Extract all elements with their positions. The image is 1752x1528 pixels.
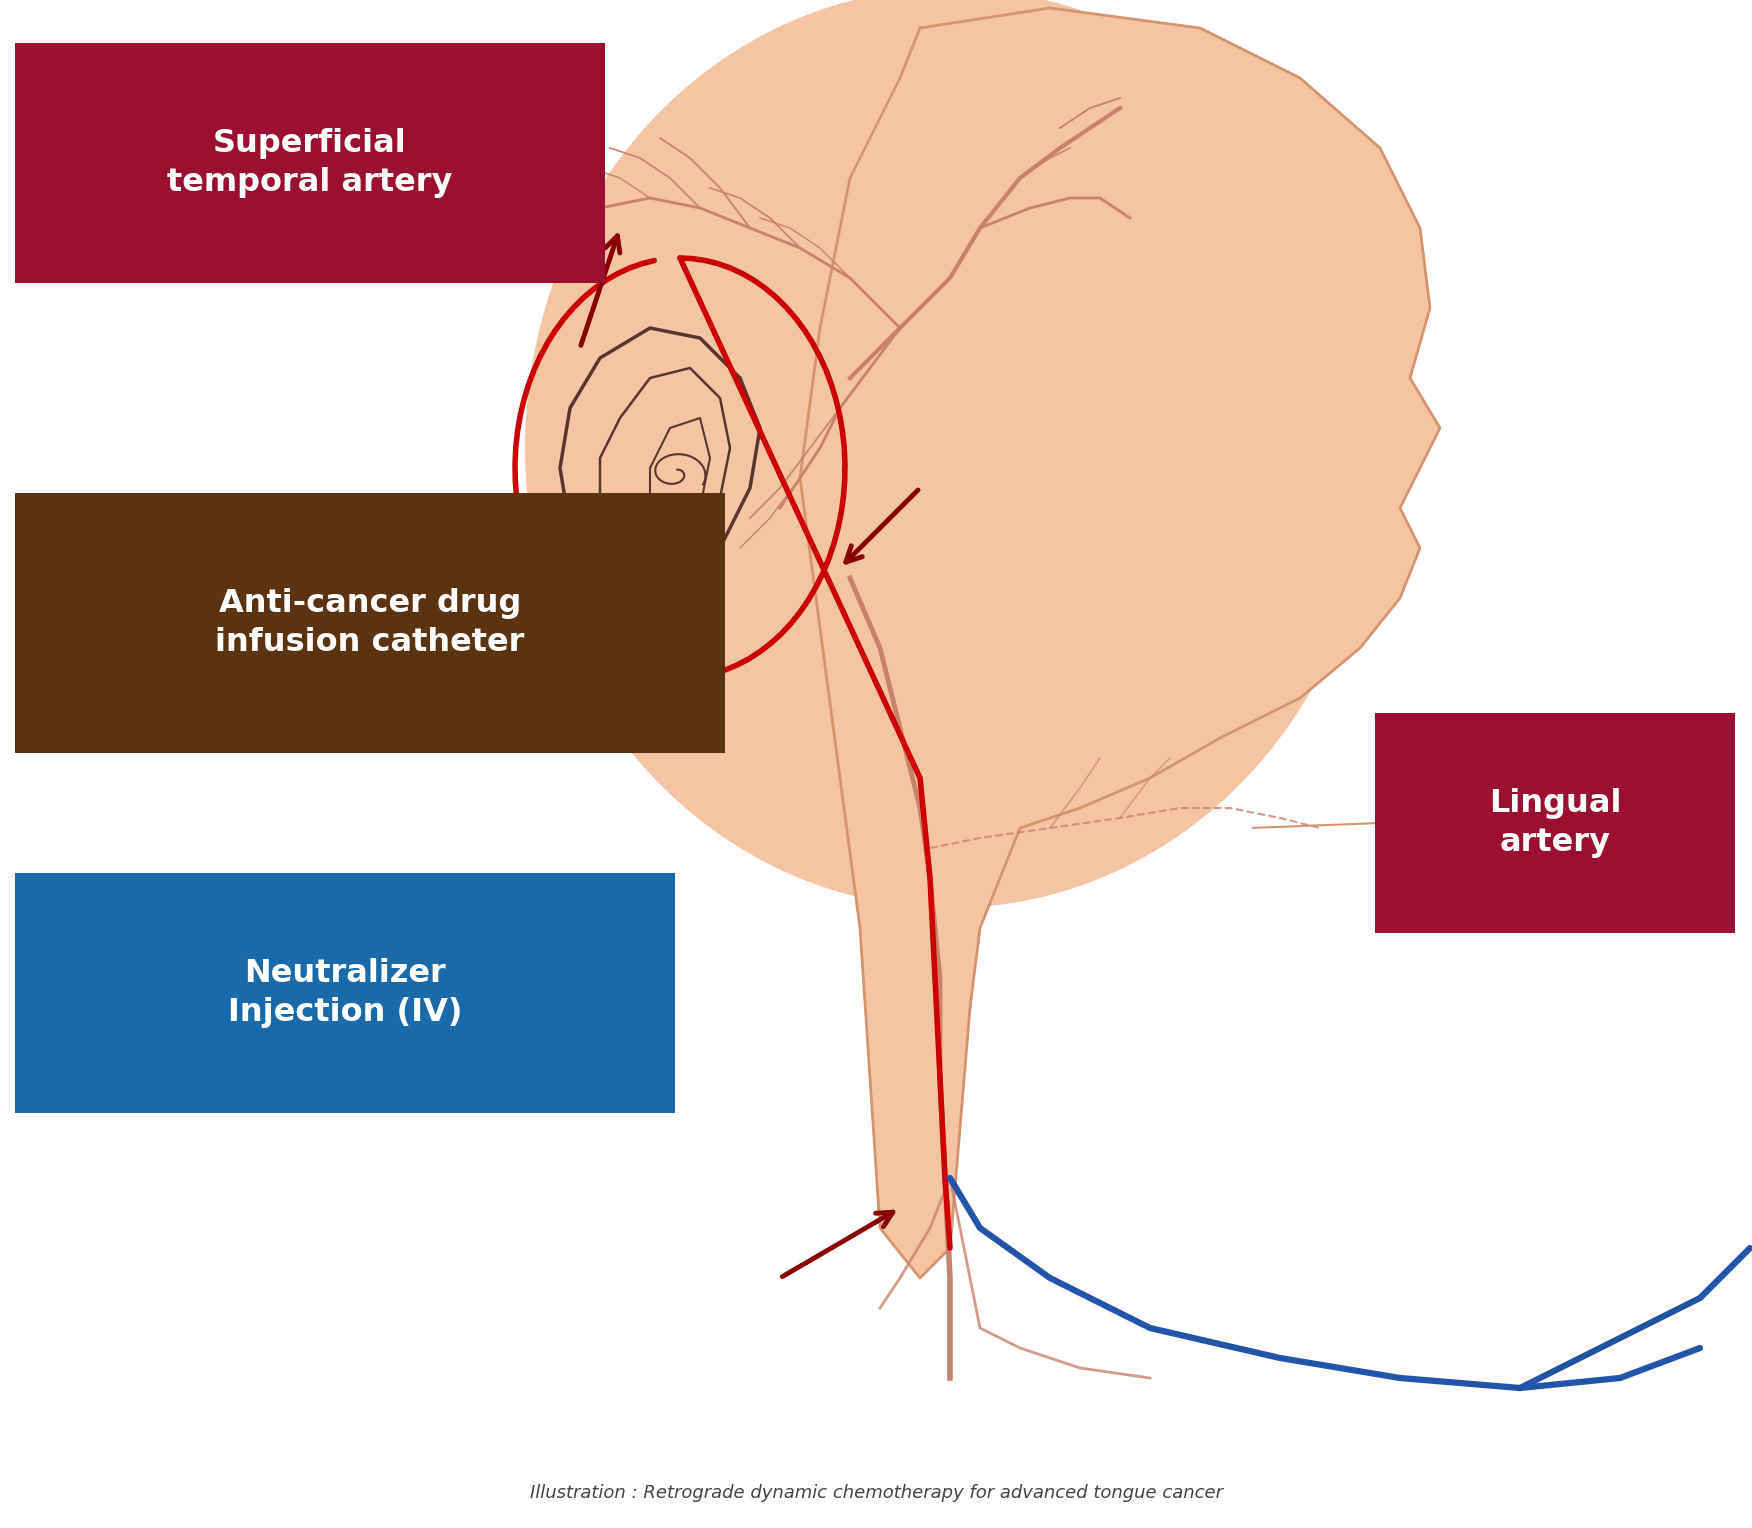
Text: Anti-cancer drug
infusion catheter: Anti-cancer drug infusion catheter	[215, 588, 524, 659]
Text: Lingual
artery: Lingual artery	[1489, 788, 1621, 859]
FancyBboxPatch shape	[16, 872, 675, 1112]
Ellipse shape	[526, 0, 1375, 908]
Text: Superficial
temporal artery: Superficial temporal artery	[166, 128, 452, 199]
FancyBboxPatch shape	[16, 494, 725, 753]
Polygon shape	[561, 329, 760, 608]
FancyBboxPatch shape	[16, 43, 604, 283]
FancyBboxPatch shape	[1375, 714, 1734, 934]
Polygon shape	[801, 8, 1440, 1277]
Text: Illustration : Retrograde dynamic chemotherapy for advanced tongue cancer: Illustration : Retrograde dynamic chemot…	[529, 1484, 1223, 1502]
Text: Neutralizer
Injection (IV): Neutralizer Injection (IV)	[228, 958, 463, 1028]
